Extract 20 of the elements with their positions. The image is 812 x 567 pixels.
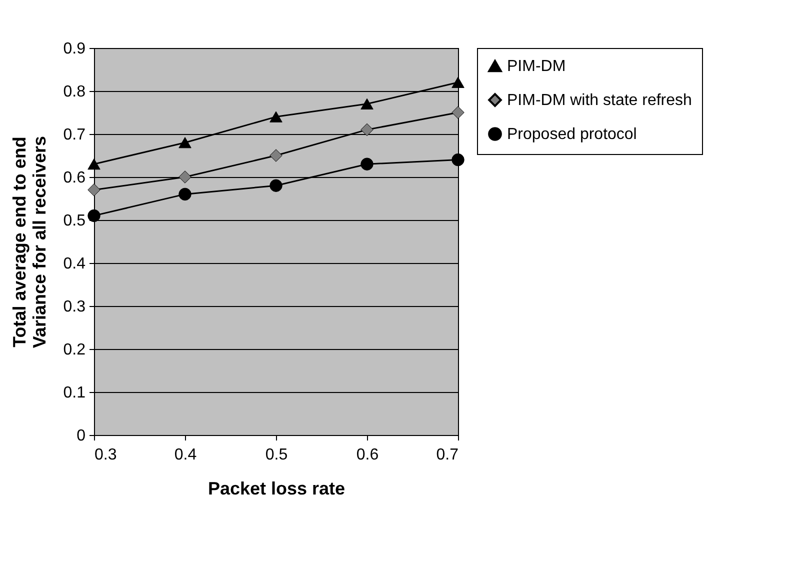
y-tick-label: 0.7 [63, 126, 86, 144]
x-tick-label: 0.5 [265, 446, 288, 464]
y-tick-label: 0.5 [63, 212, 86, 230]
legend-label: Proposed protocol [507, 126, 637, 143]
y-tick-label: 0.2 [63, 342, 86, 358]
y-tick-label: 0.4 [63, 256, 86, 272]
y-tick-label: 0.1 [63, 384, 86, 402]
x-tick-label: 0.7 [436, 446, 459, 464]
y-tick-label: 0.8 [63, 84, 86, 100]
legend-label: PIM-DM [507, 58, 566, 75]
x-tick-label: 0.4 [174, 446, 197, 464]
legend-label: PIM-DM with state refresh [507, 92, 692, 109]
y-axis-title: Total average end to end Variance for all receivers [9, 136, 50, 348]
y-tick-label: 0.6 [63, 170, 86, 186]
x-axis-title: Packet loss rate [208, 478, 346, 498]
x-tick-label: 0.6 [356, 446, 379, 464]
y-tick-label: 0.3 [63, 298, 86, 316]
y-tick-label: 0 [76, 428, 86, 444]
x-tick-label: 0.3 [94, 446, 117, 464]
y-tick-label: 0.9 [63, 40, 86, 58]
